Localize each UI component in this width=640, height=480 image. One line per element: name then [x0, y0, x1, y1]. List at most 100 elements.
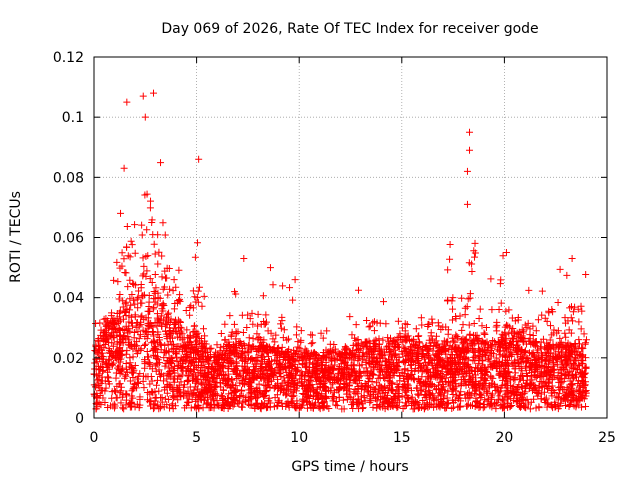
data-point: [137, 321, 145, 329]
data-point: [468, 367, 476, 375]
data-points: [90, 89, 590, 413]
data-point: [291, 404, 299, 412]
data-point: [497, 299, 505, 307]
data-point: [415, 361, 423, 369]
data-point: [181, 348, 189, 356]
data-point: [501, 380, 509, 388]
data-point: [307, 404, 315, 412]
data-point: [190, 344, 198, 352]
data-point: [165, 354, 173, 362]
data-point: [452, 313, 460, 321]
data-point: [172, 392, 180, 400]
data-point: [474, 351, 482, 359]
data-point: [561, 329, 569, 337]
data-point: [301, 345, 309, 353]
data-point: [388, 340, 396, 348]
data-point: [357, 339, 365, 347]
data-point: [532, 365, 540, 373]
data-point: [122, 350, 130, 358]
data-point: [245, 334, 253, 342]
data-point: [400, 370, 408, 378]
data-point: [466, 393, 474, 401]
data-point: [510, 358, 518, 366]
data-point: [439, 323, 447, 331]
data-point: [194, 361, 202, 369]
data-point: [374, 374, 382, 382]
data-point: [570, 373, 578, 381]
data-point: [225, 390, 233, 398]
data-point: [575, 340, 583, 348]
data-point: [118, 393, 126, 401]
data-point: [463, 368, 471, 376]
data-point: [165, 371, 173, 379]
data-point: [178, 330, 186, 338]
data-point: [400, 377, 408, 385]
data-point: [140, 342, 148, 350]
data-point: [449, 337, 457, 345]
data-point: [130, 384, 138, 392]
data-point: [183, 326, 191, 334]
data-point: [579, 379, 587, 387]
data-point: [582, 336, 590, 344]
data-point: [242, 368, 250, 376]
data-point: [287, 362, 295, 370]
data-point: [117, 399, 125, 407]
data-point: [560, 365, 568, 373]
data-point: [565, 346, 573, 354]
data-point: [151, 250, 159, 258]
data-point: [550, 345, 558, 353]
data-point: [548, 331, 556, 339]
data-point: [487, 400, 495, 408]
data-point: [471, 340, 479, 348]
data-point: [235, 397, 243, 405]
data-point: [352, 352, 360, 360]
data-point: [278, 317, 286, 325]
data-point: [119, 364, 127, 372]
data-point: [470, 247, 478, 255]
data-point: [126, 354, 134, 362]
y-tick-label: 0.1: [62, 110, 84, 126]
data-point: [558, 370, 566, 378]
data-point: [498, 330, 506, 338]
data-point: [113, 394, 121, 402]
data-point: [515, 330, 523, 338]
data-point: [147, 197, 155, 205]
data-point: [280, 326, 288, 334]
data-point: [481, 375, 489, 383]
y-tick-label: 0.12: [53, 50, 84, 66]
data-point: [394, 393, 402, 401]
data-point: [190, 357, 198, 365]
data-point: [459, 321, 467, 329]
data-point: [523, 395, 531, 403]
data-point: [148, 219, 156, 227]
data-point: [449, 305, 457, 313]
data-point: [127, 400, 135, 408]
data-point: [171, 320, 179, 328]
data-point: [357, 372, 365, 380]
data-point: [186, 338, 194, 346]
data-point: [395, 353, 403, 361]
data-point: [210, 404, 218, 412]
data-point: [380, 348, 388, 356]
data-point: [420, 405, 428, 413]
data-point: [453, 332, 461, 340]
data-point: [469, 341, 477, 349]
data-point: [511, 369, 519, 377]
data-point: [432, 396, 440, 404]
data-point: [117, 387, 125, 395]
data-point: [533, 355, 541, 363]
data-point: [420, 355, 428, 363]
data-point: [370, 327, 378, 335]
data-point: [461, 391, 469, 399]
data-point: [366, 388, 374, 396]
data-point: [115, 325, 123, 333]
data-point: [495, 338, 503, 346]
data-point: [425, 391, 433, 399]
data-point: [212, 383, 220, 391]
data-point: [128, 291, 136, 299]
data-point: [472, 335, 480, 343]
data-point: [290, 346, 298, 354]
data-point: [191, 365, 199, 373]
data-point: [402, 352, 410, 360]
data-point: [353, 400, 361, 408]
